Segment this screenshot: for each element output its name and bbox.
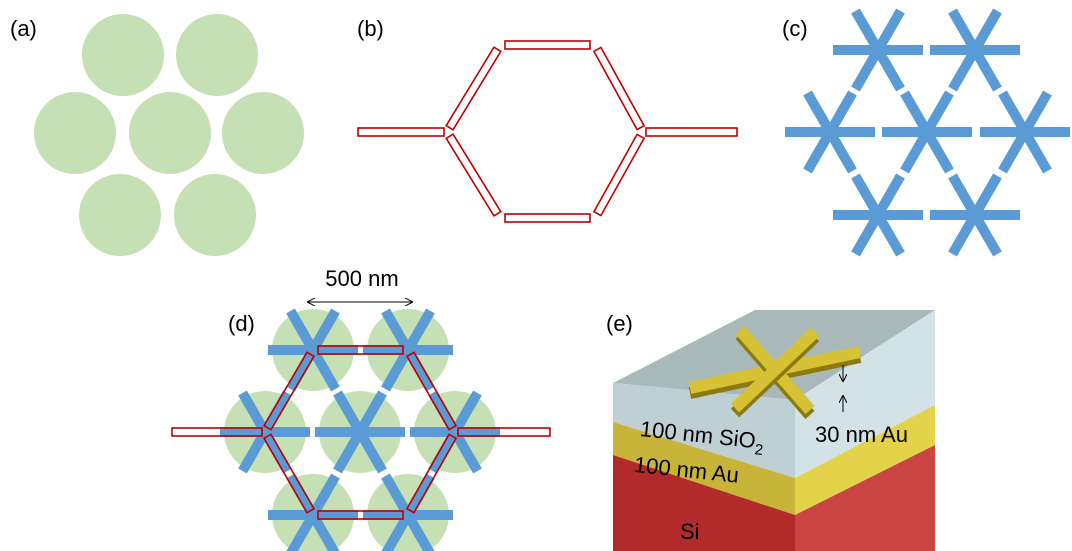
artwork (34, 8, 1070, 551)
star-arm (948, 173, 1002, 257)
bar (504, 40, 591, 50)
star-arm (333, 390, 387, 474)
si-front (613, 455, 795, 551)
bar (262, 351, 316, 431)
star-arm (998, 90, 1052, 174)
particle (222, 92, 304, 174)
bar (592, 133, 646, 217)
bar (405, 433, 458, 514)
star-arm (803, 90, 857, 174)
bar (317, 345, 404, 355)
star-arm (286, 308, 340, 392)
bar (592, 46, 646, 131)
scale-label: 500 nm (325, 266, 398, 291)
au-front (613, 422, 795, 515)
bar (445, 133, 502, 217)
top-face (613, 310, 935, 400)
particle (176, 14, 258, 96)
panel-label: (b) (357, 16, 384, 41)
star-arm (238, 390, 292, 474)
bar (262, 433, 316, 514)
star-arm (381, 308, 435, 392)
bar (445, 46, 502, 131)
star-arm (851, 8, 905, 92)
panel-label: (c) (782, 16, 808, 41)
bar (457, 427, 551, 437)
panel-label: (e) (606, 311, 633, 336)
cross-label: 30 nm Au (815, 422, 908, 447)
au-side (795, 405, 935, 515)
star-arm (381, 473, 435, 551)
panel-label: (d) (228, 311, 255, 336)
bar (171, 427, 263, 437)
particle (174, 174, 256, 256)
bar (405, 351, 458, 431)
particle (34, 92, 116, 174)
panel-label: (a) (10, 16, 37, 41)
si-side (795, 445, 935, 551)
si-label: Si (680, 519, 700, 544)
cross-arm (730, 327, 820, 413)
particle (82, 14, 164, 96)
star-arm (851, 173, 905, 257)
star-arm (900, 90, 954, 174)
particle (79, 174, 161, 256)
bar (504, 213, 591, 223)
bar (357, 127, 445, 137)
bar (645, 127, 738, 137)
star-arm (948, 8, 1002, 92)
star-arm (428, 390, 482, 474)
star-arm (286, 473, 340, 551)
particle (129, 92, 211, 174)
sio2-side (795, 310, 935, 478)
bar (317, 510, 404, 520)
